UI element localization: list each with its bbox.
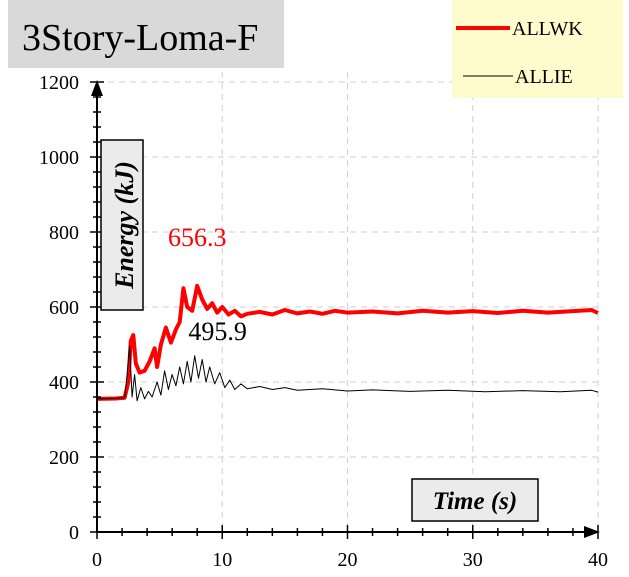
y-axis-label: Energy (kJ): [110, 161, 139, 290]
chart-title-box: [8, 0, 284, 68]
legend-label-allwk: ALLWK: [512, 18, 583, 40]
tick-labels: 0 200 400 600 800 1000 1200 0 10 20 30 40: [39, 72, 608, 571]
x-tick-label: 0: [92, 549, 102, 571]
annotation-label: 656.3: [168, 223, 227, 252]
x-axis-label-box: [411, 478, 539, 522]
x-tick-label: 40: [588, 549, 608, 571]
y-tick-label: 1200: [39, 72, 79, 94]
legend-box: [452, 0, 623, 98]
annotations: 656.3 495.9: [168, 223, 247, 346]
x-tick-label: 10: [212, 549, 232, 571]
y-axis-arrow: [91, 80, 103, 96]
y-tick-label: 200: [49, 447, 79, 469]
chart-title: 3Story-Loma-F: [22, 17, 258, 59]
series-line-allwk: [96, 283, 599, 401]
x-axis-arrow: [584, 526, 600, 538]
series-line-allie: [96, 345, 599, 402]
axes: [90, 80, 600, 539]
x-tick-label: 20: [338, 549, 358, 571]
series-layer: [96, 283, 599, 402]
y-tick-label: 1000: [39, 147, 79, 169]
y-axis-label-box: [100, 139, 144, 311]
y-tick-label: 0: [69, 522, 79, 544]
y-tick-label: 600: [49, 297, 79, 319]
grid: [97, 72, 599, 532]
legend-label-allie: ALLIE: [515, 66, 573, 88]
x-axis-label: Time (s): [433, 488, 517, 515]
y-axis-label-group: Energy (kJ): [100, 139, 144, 311]
annotation-label: 495.9: [188, 317, 247, 346]
y-tick-label: 800: [49, 222, 79, 244]
x-tick-label: 30: [463, 549, 483, 571]
y-tick-label: 400: [49, 372, 79, 394]
